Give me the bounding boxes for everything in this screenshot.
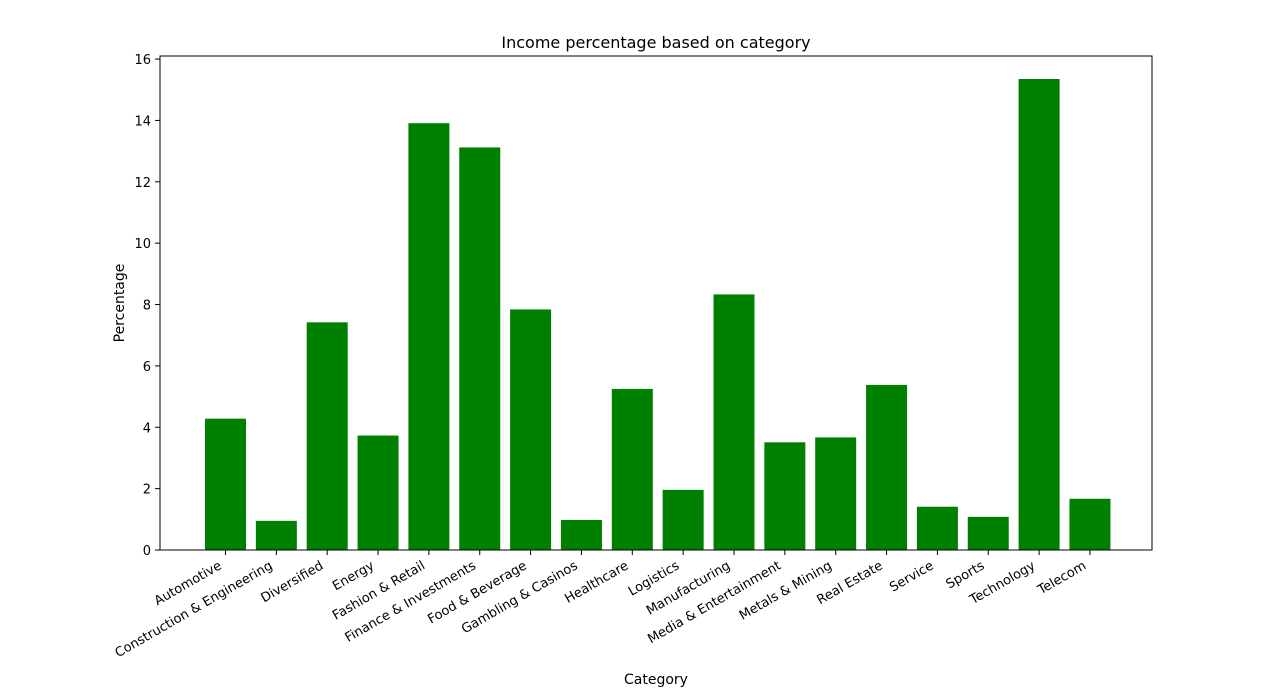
y-tick-label: 16 <box>134 53 151 68</box>
y-tick-label: 12 <box>134 176 151 191</box>
bar <box>306 322 348 550</box>
y-tick-label: 2 <box>143 483 151 498</box>
y-tick-label: 6 <box>143 360 151 375</box>
bar <box>205 418 246 550</box>
bar <box>815 437 857 550</box>
y-tick-label: 8 <box>143 299 151 314</box>
bar <box>916 506 958 550</box>
chart-title: Income percentage based on category <box>501 33 810 52</box>
bars-group <box>205 79 1111 550</box>
bar <box>560 519 602 550</box>
bar <box>357 435 399 550</box>
bar <box>764 442 806 550</box>
bar <box>662 489 704 550</box>
y-axis: 0 2 4 6 8 10 12 14 16 <box>134 53 160 559</box>
y-tick-label: 14 <box>134 114 151 129</box>
y-tick-label: 10 <box>134 237 151 252</box>
y-tick-label: 4 <box>143 421 151 436</box>
plot-frame <box>159 55 1153 551</box>
bar <box>408 123 450 550</box>
bar <box>1069 498 1111 550</box>
bar <box>1018 79 1060 550</box>
bar <box>611 388 653 550</box>
bar <box>255 520 297 550</box>
bar <box>713 294 755 550</box>
bar <box>967 516 1009 550</box>
y-tick-label: 0 <box>143 544 151 559</box>
x-axis-label: Category <box>624 672 688 688</box>
bar <box>510 309 552 550</box>
x-tick-label: Telecom <box>1035 558 1089 598</box>
bar <box>866 384 908 550</box>
x-tick-label: Service <box>887 558 936 595</box>
y-axis-label: Percentage <box>112 264 128 343</box>
bar <box>459 147 501 550</box>
